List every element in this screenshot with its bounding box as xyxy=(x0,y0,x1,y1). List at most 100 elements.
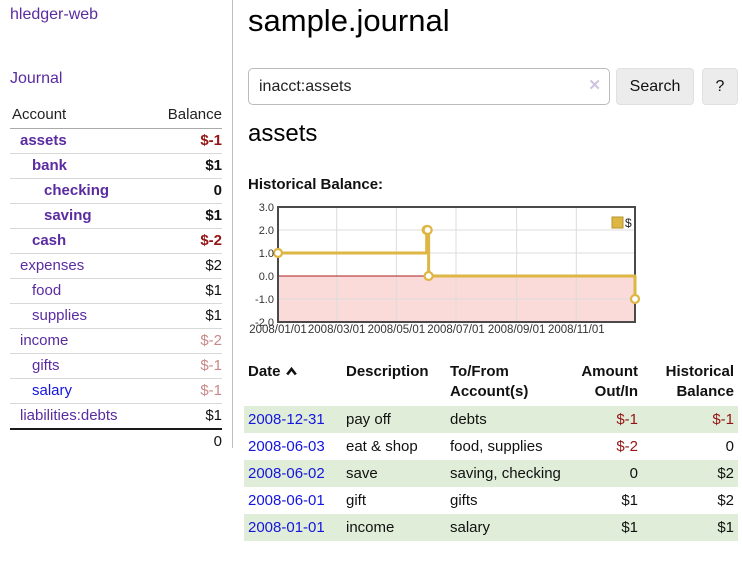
transaction-amount: $-2 xyxy=(616,438,638,455)
account-balance: $2 xyxy=(205,257,222,274)
account-link-liabilities-debts[interactable]: liabilities:debts xyxy=(20,407,118,424)
account-link-saving[interactable]: saving xyxy=(44,207,92,224)
transaction-date-link[interactable]: 2008-06-02 xyxy=(248,465,325,482)
svg-text:-1.0: -1.0 xyxy=(255,294,274,306)
svg-text:2008/09/01: 2008/09/01 xyxy=(488,324,546,335)
transaction-date-link[interactable]: 2008-06-03 xyxy=(248,438,325,455)
svg-text:2008/05/01: 2008/05/01 xyxy=(368,324,426,335)
account-row: supplies $1 xyxy=(10,304,222,329)
sidebar-item-journal[interactable]: Journal xyxy=(10,70,63,87)
account-row: assets $-1 xyxy=(10,129,222,154)
svg-text:2008/07/01: 2008/07/01 xyxy=(427,324,485,335)
sidebar: hledger-web Journal Account Balance asse… xyxy=(0,0,233,450)
account-link-supplies[interactable]: supplies xyxy=(32,307,88,324)
register-header-balance: Historical Balance xyxy=(665,363,734,400)
account-balance: $1 xyxy=(205,307,222,324)
register-row: 2008-01-01 income salary $1 $1 xyxy=(244,514,738,541)
accounts-header-balance: Balance xyxy=(150,104,222,129)
app-title-link[interactable]: hledger-web xyxy=(10,6,99,23)
register-table: Date Description To/From Account(s) Amou… xyxy=(244,360,738,541)
svg-text:2008/01/01: 2008/01/01 xyxy=(249,324,307,335)
account-page-title: assets xyxy=(248,120,318,147)
accounts-table: Account Balance assets $-1 bank $1 check… xyxy=(10,104,222,453)
account-row: salary $-1 xyxy=(10,379,222,404)
transaction-accounts: debts xyxy=(450,411,487,428)
transaction-accounts: saving, checking xyxy=(450,465,561,482)
search-row: ✕ Search ? xyxy=(246,68,740,105)
register-header-amount: Amount Out/In xyxy=(581,363,638,400)
svg-text:1.0: 1.0 xyxy=(259,248,274,260)
main-content: sample.journal ✕ Search ? assets Histori… xyxy=(244,0,742,582)
transaction-balance: $1 xyxy=(717,519,734,536)
page-title: sample.journal xyxy=(248,3,450,38)
transaction-accounts: food, supplies xyxy=(450,438,543,455)
account-link-salary[interactable]: salary xyxy=(32,382,73,399)
account-row: liabilities:debts $1 xyxy=(10,404,222,430)
help-button[interactable]: ? xyxy=(702,68,738,105)
transaction-description: eat & shop xyxy=(346,438,418,455)
svg-text:2.0: 2.0 xyxy=(259,225,274,237)
transaction-description: save xyxy=(346,465,378,482)
transaction-date-link[interactable]: 2008-01-01 xyxy=(248,519,325,536)
account-link-bank[interactable]: bank xyxy=(32,157,68,174)
account-balance: $1 xyxy=(205,157,222,174)
transaction-description: gift xyxy=(346,492,367,509)
transaction-balance: 0 xyxy=(725,438,734,455)
account-balance: $-1 xyxy=(200,357,222,374)
transaction-description: income xyxy=(346,519,395,536)
search-button[interactable]: Search xyxy=(616,68,694,105)
accounts-header-account: Account xyxy=(10,104,151,129)
register-row: 2008-06-01 gift gifts $1 $2 xyxy=(244,487,738,514)
accounts-total-row: 0 xyxy=(10,429,222,453)
account-row: saving $1 xyxy=(10,204,222,229)
account-link-expenses[interactable]: expenses xyxy=(20,257,85,274)
transaction-date-link[interactable]: 2008-06-01 xyxy=(248,492,325,509)
account-row: checking 0 xyxy=(10,179,222,204)
account-link-cash[interactable]: cash xyxy=(32,232,67,249)
account-balance: $-2 xyxy=(200,332,222,349)
account-row: gifts $-1 xyxy=(10,354,222,379)
svg-text:2008/03/01: 2008/03/01 xyxy=(308,324,366,335)
account-link-food[interactable]: food xyxy=(32,282,62,299)
register-header-row: Date Description To/From Account(s) Amou… xyxy=(244,360,738,406)
account-link-checking[interactable]: checking xyxy=(44,182,110,199)
account-row: bank $1 xyxy=(10,154,222,179)
account-row: expenses $2 xyxy=(10,254,222,279)
transaction-accounts: salary xyxy=(450,519,491,536)
transaction-balance: $-1 xyxy=(712,411,734,428)
svg-text:2008/11/01: 2008/11/01 xyxy=(548,324,605,335)
transaction-amount: $1 xyxy=(621,492,638,509)
account-row: cash $-2 xyxy=(10,229,222,254)
register-row: 2008-06-03 eat & shop food, supplies $-2… xyxy=(244,433,738,460)
svg-text:-2.0: -2.0 xyxy=(255,317,274,329)
chart-title: Historical Balance: xyxy=(248,176,384,193)
transaction-date-link[interactable]: 2008-12-31 xyxy=(248,411,325,428)
search-input[interactable] xyxy=(248,68,610,105)
account-row: income $-2 xyxy=(10,329,222,354)
search-box: ✕ xyxy=(248,68,610,105)
transaction-amount: $-1 xyxy=(616,411,638,428)
account-link-assets[interactable]: assets xyxy=(20,132,67,149)
register-header-accounts: To/From Account(s) xyxy=(450,363,529,400)
account-link-income[interactable]: income xyxy=(20,332,69,349)
account-link-gifts[interactable]: gifts xyxy=(32,357,60,374)
svg-text:$: $ xyxy=(625,216,632,230)
account-balance: $1 xyxy=(205,407,222,424)
register-row: 2008-06-02 save saving, checking 0 $2 xyxy=(244,460,738,487)
transaction-amount: 0 xyxy=(629,465,638,482)
clear-search-icon[interactable]: ✕ xyxy=(588,77,601,94)
register-header-date[interactable]: Date xyxy=(244,360,342,406)
account-balance: $-2 xyxy=(200,232,222,249)
account-balance: 0 xyxy=(213,182,222,199)
account-balance: $1 xyxy=(205,207,222,224)
accounts-header-row: Account Balance xyxy=(10,104,222,129)
svg-text:0.0: 0.0 xyxy=(259,271,274,283)
transaction-description: pay off xyxy=(346,411,391,428)
account-balance: $-1 xyxy=(200,132,222,149)
register-header-description: Description xyxy=(346,363,429,380)
svg-text:3.0: 3.0 xyxy=(259,202,274,214)
transaction-amount: $1 xyxy=(621,519,638,536)
account-balance: $-1 xyxy=(200,382,222,399)
accounts-total-value: 0 xyxy=(213,433,222,450)
